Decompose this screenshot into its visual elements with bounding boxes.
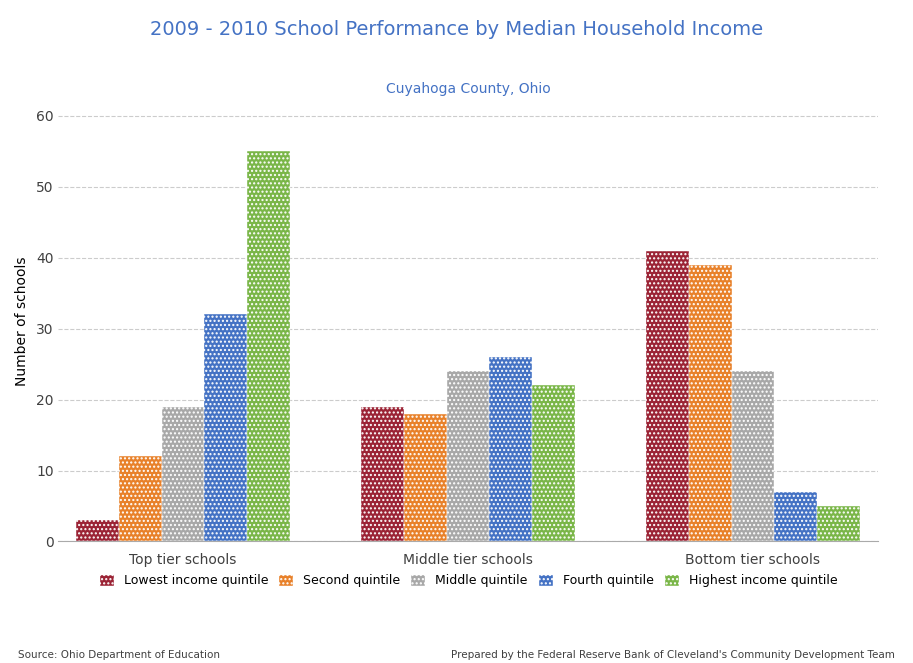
Bar — [446, 371, 489, 542]
Bar — [731, 371, 774, 542]
Bar — [362, 406, 404, 542]
Bar — [774, 492, 817, 542]
Bar — [162, 406, 205, 542]
Bar — [404, 414, 446, 542]
Bar — [688, 265, 731, 542]
Text: Source: Ohio Department of Education: Source: Ohio Department of Education — [18, 650, 220, 660]
Bar — [119, 456, 162, 542]
Text: 2009 - 2010 School Performance by Median Household Income: 2009 - 2010 School Performance by Median… — [150, 20, 763, 39]
Bar — [247, 151, 290, 542]
Bar — [205, 314, 247, 542]
Legend: Lowest income quintile, Second quintile, Middle quintile, Fourth quintile, Highe: Lowest income quintile, Second quintile,… — [94, 569, 842, 593]
Bar — [646, 251, 688, 542]
Title: Cuyahoga County, Ohio: Cuyahoga County, Ohio — [385, 82, 551, 96]
Bar — [817, 506, 860, 542]
Text: Prepared by the Federal Reserve Bank of Cleveland's Community Development Team: Prepared by the Federal Reserve Bank of … — [451, 650, 895, 660]
Y-axis label: Number of schools: Number of schools — [15, 257, 29, 387]
Bar — [77, 520, 119, 542]
Bar — [532, 385, 575, 542]
Bar — [489, 357, 532, 542]
